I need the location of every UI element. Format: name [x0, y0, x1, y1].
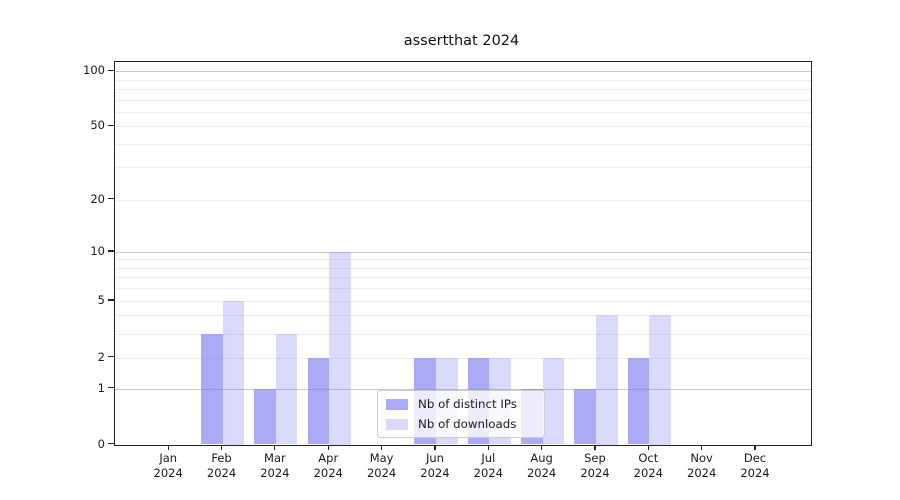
x-tick-label-jun: Jun 2024 — [420, 450, 450, 480]
x-tick-mark-oct — [647, 444, 649, 450]
x-tick-label-may: May 2024 — [366, 450, 397, 480]
legend-label-distinct-ips: Nb of distinct IPs — [418, 397, 517, 411]
bar-distinct-ips-feb — [200, 333, 223, 445]
bar-downloads-apr — [329, 252, 351, 445]
gridline-10 — [114, 252, 811, 253]
gridline-4 — [114, 315, 811, 316]
x-tick-label-sep: Sep 2024 — [580, 450, 610, 480]
x-tick-label-feb: Feb 2024 — [206, 450, 237, 480]
x-tick-label-oct: Oct 2024 — [633, 450, 663, 480]
gridline-50 — [114, 126, 811, 128]
bar-downloads-mar — [275, 333, 298, 445]
x-tick-mark-feb — [220, 444, 223, 450]
x-tick-label-jul: Jul 2024 — [473, 450, 503, 480]
legend-label-downloads: Nb of downloads — [418, 417, 517, 431]
x-tick-label-aug: Aug 2024 — [526, 450, 557, 480]
bar-downloads-oct — [649, 315, 671, 445]
y-tick-label-1: 1 — [97, 380, 105, 395]
x-tick-label-jan: Jan 2024 — [153, 450, 183, 480]
gridline-9 — [114, 259, 811, 261]
x-tick-mark-sep — [594, 444, 596, 450]
bar-distinct-ips-apr — [307, 357, 330, 445]
gridline-8 — [114, 267, 811, 269]
x-tick-mark-jan — [167, 444, 169, 450]
y-tick-mark-10 — [107, 250, 114, 252]
legend-row-downloads: Nb of downloads — [386, 416, 536, 433]
gridline-6 — [114, 288, 811, 290]
y-tick-label-20: 20 — [90, 191, 105, 206]
y-tick-label-50: 50 — [90, 118, 105, 133]
gridline-5 — [114, 301, 811, 302]
legend: Nb of distinct IPs Nb of downloads — [377, 390, 545, 438]
y-tick-label-0: 0 — [97, 436, 105, 451]
x-tick-label-mar: Mar 2024 — [260, 450, 290, 480]
bar-downloads-aug — [542, 357, 565, 445]
y-tick-mark-100 — [107, 69, 114, 71]
x-tick-mark-aug — [541, 444, 543, 450]
gridline-1 — [114, 388, 811, 390]
y-tick-mark-20 — [107, 198, 114, 200]
y-tick-label-100: 100 — [83, 63, 105, 78]
x-tick-mark-jun — [434, 444, 436, 450]
y-tick-mark-5 — [107, 299, 114, 301]
x-tick-mark-mar — [274, 444, 276, 450]
y-tick-label-5: 5 — [97, 293, 105, 307]
y-tick-label-2: 2 — [97, 349, 105, 364]
legend-row-distinct-ips: Nb of distinct IPs — [386, 396, 536, 413]
gridline-100 — [114, 71, 811, 73]
plot-area — [113, 61, 812, 446]
legend-swatch-distinct-ips-icon — [386, 398, 408, 410]
x-tick-label-apr: Apr 2024 — [313, 450, 343, 480]
y-tick-mark-2 — [107, 356, 114, 358]
bar-distinct-ips-oct — [627, 357, 650, 445]
x-tick-label-nov: Nov 2024 — [687, 450, 717, 480]
x-tick-mark-dec — [754, 444, 756, 450]
gridline-7 — [114, 277, 811, 279]
y-tick-mark-50 — [107, 124, 114, 126]
gridline-40 — [114, 144, 811, 146]
x-tick-mark-may — [380, 444, 383, 450]
x-tick-mark-apr — [327, 444, 329, 450]
y-tick-mark-1 — [107, 387, 114, 389]
x-tick-mark-jul — [487, 444, 489, 450]
legend-swatch-downloads-icon — [386, 418, 408, 430]
gridline-3 — [114, 333, 811, 335]
x-tick-label-dec: Dec 2024 — [740, 450, 770, 480]
bar-distinct-ips-mar — [254, 388, 276, 445]
gridline-60 — [114, 111, 811, 113]
gridline-90 — [114, 79, 811, 81]
x-tick-mark-nov — [701, 444, 703, 450]
gridline-20 — [114, 199, 811, 201]
chart-title: assertthat 2024 — [403, 33, 520, 49]
gridline-70 — [114, 99, 811, 101]
bar-downloads-feb — [222, 301, 245, 445]
gridline-30 — [114, 167, 811, 169]
y-tick-label-10: 10 — [90, 244, 105, 258]
gridline-80 — [114, 89, 811, 90]
bar-distinct-ips-sep — [574, 388, 596, 445]
bar-downloads-sep — [595, 315, 618, 445]
gridline-2 — [114, 357, 811, 359]
y-tick-mark-0 — [107, 442, 114, 445]
